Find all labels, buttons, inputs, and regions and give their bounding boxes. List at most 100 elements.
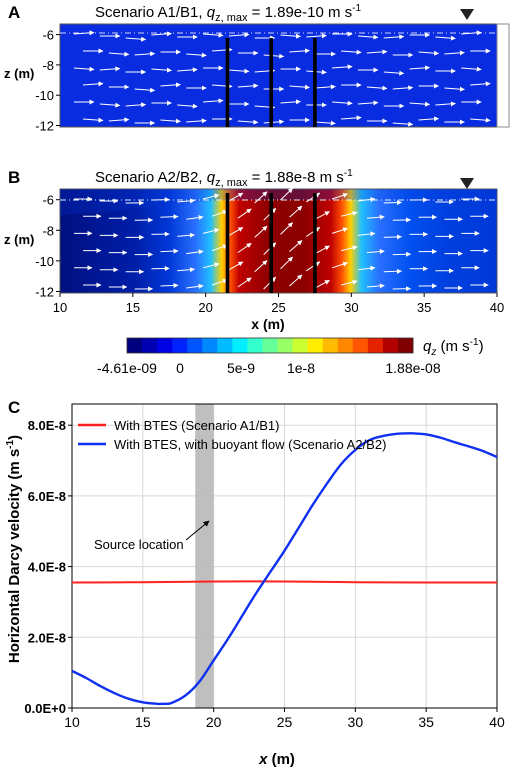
source-band	[195, 404, 214, 708]
colorbar-swatch	[397, 338, 414, 353]
velocity-arrow	[357, 100, 379, 106]
xtick-label: 35	[418, 714, 434, 730]
ytick-label: -8	[42, 223, 54, 238]
velocity-arrow	[160, 248, 179, 254]
velocity-arrow	[306, 192, 321, 203]
colorbar-swatch	[292, 338, 309, 353]
velocity-arrow	[383, 234, 402, 240]
velocity-arrow	[263, 119, 285, 125]
colorbar-swatch	[382, 338, 399, 353]
colorbar-swatch	[337, 338, 354, 353]
velocity-arrow	[211, 278, 228, 286]
velocity-arrow	[263, 53, 285, 59]
xtick-label: 25	[271, 300, 285, 315]
panel-c-ylabel: Horizontal Darcy velocity (m s-1)	[5, 435, 23, 663]
colorbar-swatch	[142, 338, 158, 353]
velocity-arrow	[202, 262, 220, 269]
velocity-arrow	[151, 67, 172, 73]
velocity-arrow	[331, 227, 349, 234]
colorbar-swatch	[202, 338, 218, 353]
velocity-arrow	[392, 121, 414, 127]
panel-a-right-border	[496, 23, 510, 128]
velocity-arrow	[289, 48, 310, 54]
ytick-label: -10	[35, 254, 54, 269]
colorbar-swatch	[367, 338, 384, 353]
velocity-arrow	[73, 30, 95, 36]
velocity-arrow	[332, 64, 353, 70]
xtick-label: 20	[206, 714, 222, 730]
velocity-arrow	[383, 200, 402, 206]
velocity-arrow	[228, 32, 250, 38]
velocity-arrow	[254, 260, 268, 273]
velocity-arrow	[315, 245, 330, 255]
panel-a: A Scenario A1/B1, qz, max = 1.89e-10 m s…	[4, 3, 510, 133]
velocity-arrow	[177, 198, 195, 204]
velocity-arrow	[134, 51, 156, 57]
colorbar-label: -4.61e-09	[97, 360, 157, 376]
panel-a-wells	[225, 38, 317, 127]
velocity-arrow	[332, 100, 353, 106]
borehole	[313, 38, 317, 127]
velocity-arrow	[366, 85, 388, 91]
velocity-arrow	[366, 49, 388, 55]
ytick-label: 2.0E-8	[28, 630, 66, 645]
borehole	[225, 193, 230, 293]
panel-b-velocity-arrows	[73, 187, 489, 292]
velocity-arrow	[341, 49, 362, 55]
colorbar-frame	[126, 337, 414, 354]
xtick-label: 15	[126, 300, 140, 315]
velocity-arrow	[331, 261, 349, 269]
velocity-arrow	[444, 86, 465, 92]
borehole	[269, 193, 274, 293]
velocity-arrow	[228, 261, 244, 271]
velocity-arrow	[341, 279, 358, 286]
velocity-arrow	[280, 33, 301, 39]
velocity-arrow	[444, 50, 465, 56]
xtick-label: 40	[490, 300, 504, 315]
colorbar-label: 1.88e-08	[385, 360, 440, 376]
panel-c: C 10 15 20 25 30 35 40 0.0E+0 2.0E-8 4.0E-8 6.0E-8…	[5, 398, 505, 768]
colorbar-label: 1e-8	[287, 360, 315, 376]
ytick-label: 6.0E-8	[28, 489, 66, 504]
velocity-arrow	[177, 232, 195, 238]
velocity-arrow	[383, 34, 405, 40]
series-line-1	[71, 580, 498, 584]
velocity-arrow	[177, 103, 198, 109]
colorbar-label: 0	[176, 360, 184, 376]
panel-b-domain	[59, 188, 498, 294]
xtick-label: 15	[135, 714, 151, 730]
velocity-arrow	[289, 274, 303, 287]
velocity-arrow	[306, 33, 327, 39]
panel-b-letter: B	[8, 168, 20, 187]
panel-a-yticks: -6 -8 -10 -12	[35, 28, 60, 133]
velocity-arrow	[211, 209, 228, 217]
water-table-marker-icon	[460, 9, 474, 20]
velocity-arrow	[186, 249, 204, 255]
velocity-arrow	[366, 283, 385, 289]
velocity-arrow	[134, 87, 156, 93]
series-line-2	[71, 432, 498, 706]
velocity-arrow	[331, 192, 349, 200]
velocity-arrow	[202, 228, 220, 234]
ytick-label: 8.0E-8	[28, 418, 66, 433]
velocity-arrow	[203, 32, 224, 38]
borehole	[225, 38, 230, 127]
velocity-arrow	[366, 214, 385, 220]
velocity-arrow	[254, 225, 268, 238]
velocity-arrow	[237, 119, 259, 125]
velocity-arrow	[99, 102, 121, 108]
velocity-arrow	[315, 84, 336, 90]
colorbar-swatch	[322, 338, 339, 353]
panel-a-letter: A	[8, 3, 20, 22]
velocity-arrow	[341, 115, 362, 121]
velocity-arrow	[177, 267, 195, 273]
panel-c-letter: C	[8, 398, 20, 417]
velocity-arrow	[280, 256, 293, 270]
colorbar-swatch	[217, 338, 233, 353]
borehole	[269, 38, 274, 127]
velocity-arrow	[108, 117, 130, 123]
velocity-arrow	[82, 81, 104, 87]
legend-label: With BTES, with buoyant flow (Scenario A…	[114, 437, 386, 452]
velocity-arrow	[470, 81, 491, 87]
velocity-arrow	[392, 85, 414, 91]
